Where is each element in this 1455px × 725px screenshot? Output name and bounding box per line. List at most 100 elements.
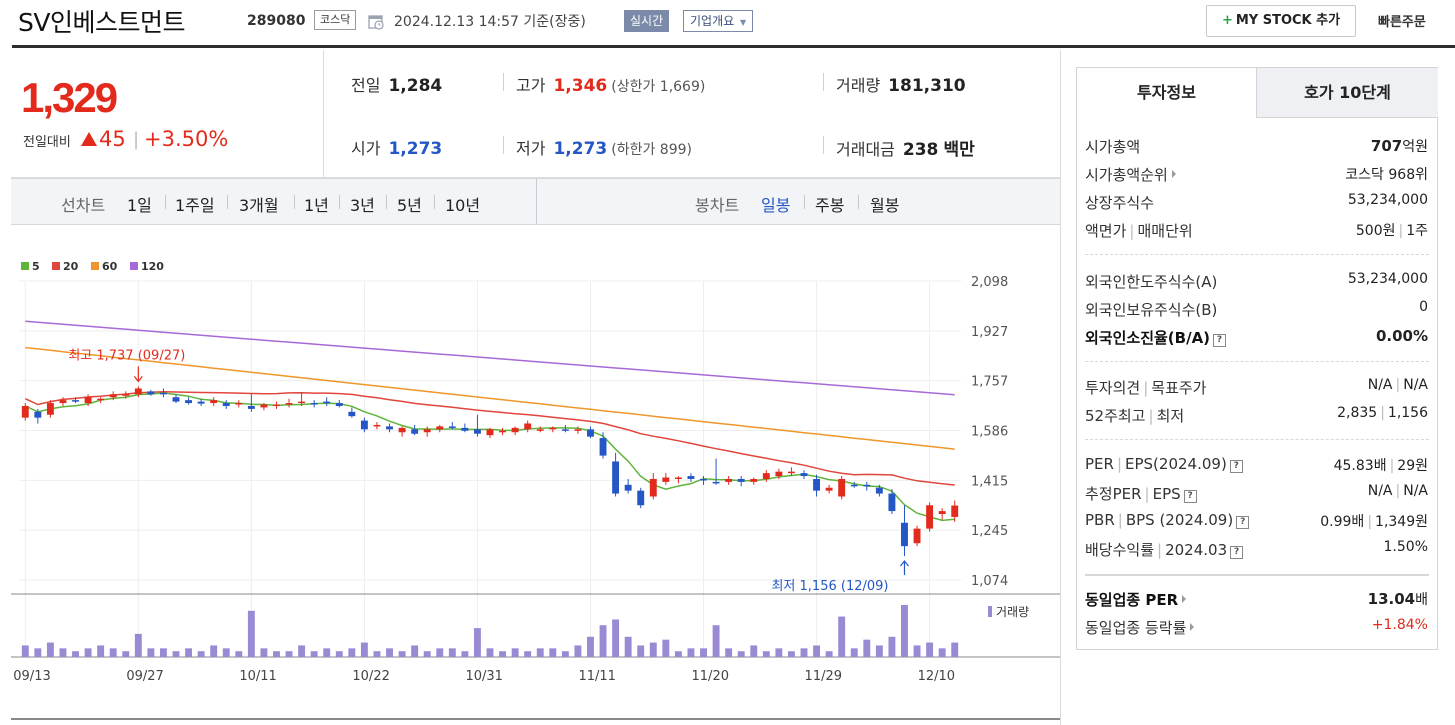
ma120-legend: 120 — [141, 260, 164, 273]
volume-bar — [800, 648, 808, 657]
foreign-rate-value: 0.00% — [1375, 327, 1428, 345]
help-icon[interactable]: ? — [1236, 516, 1250, 529]
caret-right-icon — [1171, 170, 1176, 178]
volume-bar — [938, 648, 946, 657]
candle-body — [260, 404, 268, 408]
help-icon[interactable]: ? — [1213, 334, 1227, 347]
dividend-label: 배당수익률 | 2024.03? — [1085, 539, 1244, 560]
high-label: 고가 — [516, 76, 546, 95]
listed-shares-row: 상장주식수 53,234,000 — [1085, 192, 1428, 218]
company-overview-label: 기업개요 — [690, 14, 735, 28]
pbr-label: PBR | BPS (2024.09)? — [1085, 511, 1250, 529]
week52-label: 52주최고 | 최저 — [1085, 407, 1185, 425]
help-icon[interactable]: ? — [1183, 490, 1197, 503]
per-row: PER | EPS(2024.09)? 45.83배 | 29원 — [1085, 455, 1428, 481]
opinion-label: 투자의견 | 목표주가 — [1085, 379, 1207, 397]
ma20-legend: 20 — [63, 260, 79, 273]
volume-bar — [21, 645, 29, 657]
volume-bar — [360, 642, 368, 657]
ma5-legend-swatch — [21, 262, 29, 270]
trade-value-unit: 백만 — [943, 140, 975, 160]
candle-body — [700, 478, 707, 481]
low-label: 저가 — [516, 139, 546, 158]
volume-bar — [875, 645, 883, 657]
period-10y[interactable]: 10년 — [445, 196, 481, 215]
quick-order-link[interactable]: 빠른주문 — [1378, 15, 1426, 30]
volume-bar — [97, 645, 105, 657]
volume-bar — [84, 648, 92, 657]
divider — [294, 195, 295, 209]
divider — [434, 195, 435, 209]
period-3y[interactable]: 3년 — [350, 196, 375, 215]
pbr-value: 0.99배 | 1,349원 — [1320, 514, 1428, 530]
ma120-line — [25, 320, 955, 396]
tab-investment-info[interactable]: 투자정보 — [1077, 68, 1256, 118]
volume-bar — [247, 610, 255, 657]
listed-shares-label: 상장주식수 — [1085, 194, 1155, 212]
candle-body — [863, 484, 871, 487]
est-per-label: 추정PER | EPS? — [1085, 483, 1197, 504]
candle-body — [587, 429, 594, 437]
volume-bar — [725, 648, 733, 657]
change-label: 전일대비 — [23, 135, 71, 150]
candle-body — [72, 400, 79, 402]
x-tick-label: 10/11 — [239, 669, 276, 684]
industry-change-label[interactable]: 동일업종 등락률 — [1085, 617, 1195, 638]
est-per-row: 추정PER | EPS? N/A | N/A — [1085, 483, 1428, 509]
candle-body — [411, 429, 419, 434]
market-cap-rank-value: 코스닥 968위 — [1345, 167, 1428, 183]
price-chart[interactable]: 2,098 1,927 1,757 1,586 1,415 1,245 1,074 5 20 60… — [11, 225, 1060, 725]
candle-body — [448, 426, 456, 428]
help-icon[interactable]: ? — [1229, 460, 1243, 473]
volume-bar — [197, 651, 205, 657]
company-overview-dropdown[interactable]: 기업개요 ▼ — [683, 10, 754, 32]
candle-body — [787, 471, 795, 474]
open-value: 1,273 — [388, 139, 443, 159]
candle-body — [109, 394, 117, 398]
low-annotation: 최저 1,156 (12/09) — [771, 579, 888, 594]
divider — [1085, 439, 1429, 440]
investment-info-panel: 투자정보 호가 10단계 시가총액 707억원 시가총액순위 코스닥 968위 … — [1076, 67, 1438, 650]
candle-body — [775, 471, 783, 477]
foreign-holding-row: 외국인보유주식수(B) 0 — [1085, 299, 1428, 325]
volume-item: 거래량 181,310 — [836, 72, 966, 96]
volume-bar — [926, 642, 934, 657]
industry-per-label[interactable]: 동일업종 PER — [1085, 589, 1187, 610]
add-my-stock-button[interactable]: + MY STOCK 추가 — [1206, 5, 1356, 37]
divider — [1085, 254, 1429, 255]
industry-change-row: 동일업종 등락률 +1.84% — [1085, 617, 1428, 643]
candle-body — [59, 400, 67, 404]
market-cap-rank-label[interactable]: 시가총액순위 — [1085, 164, 1176, 185]
candle-body — [536, 429, 544, 431]
volume-bar — [888, 636, 896, 657]
candle-weekly[interactable]: 주봉 — [815, 196, 845, 215]
period-1y[interactable]: 1년 — [304, 196, 329, 215]
period-5y[interactable]: 5년 — [397, 196, 422, 215]
candle-body — [737, 478, 745, 482]
period-1w[interactable]: 1주일 — [175, 196, 215, 215]
prev-close-label: 전일 — [351, 76, 381, 95]
candle-body — [813, 478, 821, 491]
volume-bar — [825, 651, 833, 657]
help-icon[interactable]: ? — [1230, 546, 1244, 559]
candle-body — [222, 403, 230, 406]
candle-daily[interactable]: 일봉 — [761, 196, 791, 215]
volume-bar — [813, 645, 821, 657]
volume-bar — [674, 651, 682, 657]
period-3m[interactable]: 3개월 — [239, 196, 279, 215]
x-tick-label: 10/31 — [465, 669, 502, 684]
volume-bar — [750, 645, 758, 657]
candle-body — [637, 490, 645, 506]
candle-monthly[interactable]: 월봉 — [870, 196, 900, 215]
tab-orderbook-10[interactable]: 호가 10단계 — [1256, 68, 1438, 118]
candle-body — [273, 404, 280, 407]
plus-icon: + — [1221, 13, 1233, 28]
market-cap-row: 시가총액 707억원 — [1085, 136, 1428, 162]
candle-body — [134, 388, 142, 395]
period-1d[interactable]: 1일 — [127, 196, 152, 215]
candle-body — [235, 403, 243, 405]
volume-bar — [373, 651, 381, 657]
stock-header: SV인베스트먼트 289080 코스닥 2024.12.13 14:57 기준(… — [0, 0, 1455, 48]
candle-body — [398, 427, 406, 433]
opinion-value: N/A | N/A — [1367, 377, 1428, 393]
